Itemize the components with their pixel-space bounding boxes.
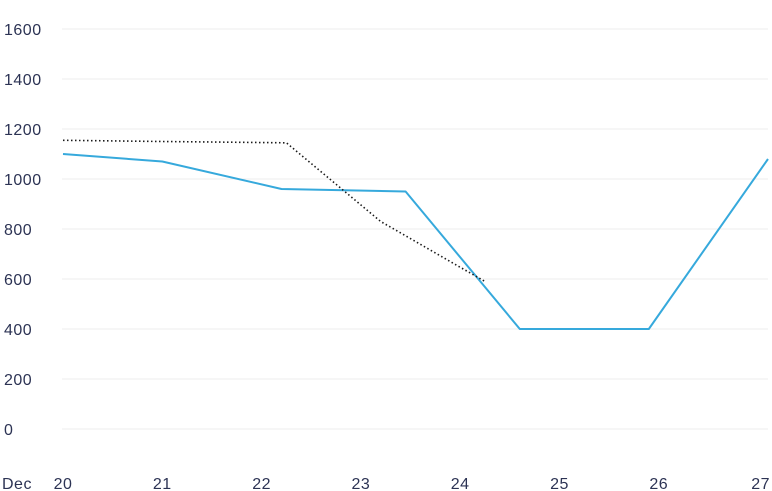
y-axis: 0 200 400 600 800 1000 1200 1400 1600 (4, 22, 42, 439)
series-layer (62, 139, 769, 330)
x-axis: Dec 20 21 22 23 24 25 26 27 (2, 476, 770, 491)
y-tick-label: 400 (4, 322, 32, 339)
y-tick-label: 0 (4, 422, 13, 439)
x-axis-prefix: Dec (2, 476, 32, 491)
x-tick-label: 26 (649, 476, 668, 491)
x-tick-label: 22 (252, 476, 271, 491)
y-tick-label: 800 (4, 222, 32, 239)
x-tick-label: 23 (351, 476, 370, 491)
x-tick-label: 20 (54, 476, 73, 491)
x-tick-label: 27 (751, 476, 770, 491)
y-tick-label: 200 (4, 372, 32, 389)
x-tick-label: 25 (550, 476, 569, 491)
y-tick-label: 1600 (4, 22, 42, 39)
grid-lines (62, 28, 768, 430)
series-line-0-solid (62, 153, 769, 330)
x-tick-label: 24 (451, 476, 470, 491)
y-tick-label: 1200 (4, 122, 42, 139)
x-tick-label: 21 (153, 476, 172, 491)
y-tick-label: 1400 (4, 72, 42, 89)
y-tick-label: 1000 (4, 172, 42, 189)
y-tick-label: 600 (4, 272, 32, 289)
